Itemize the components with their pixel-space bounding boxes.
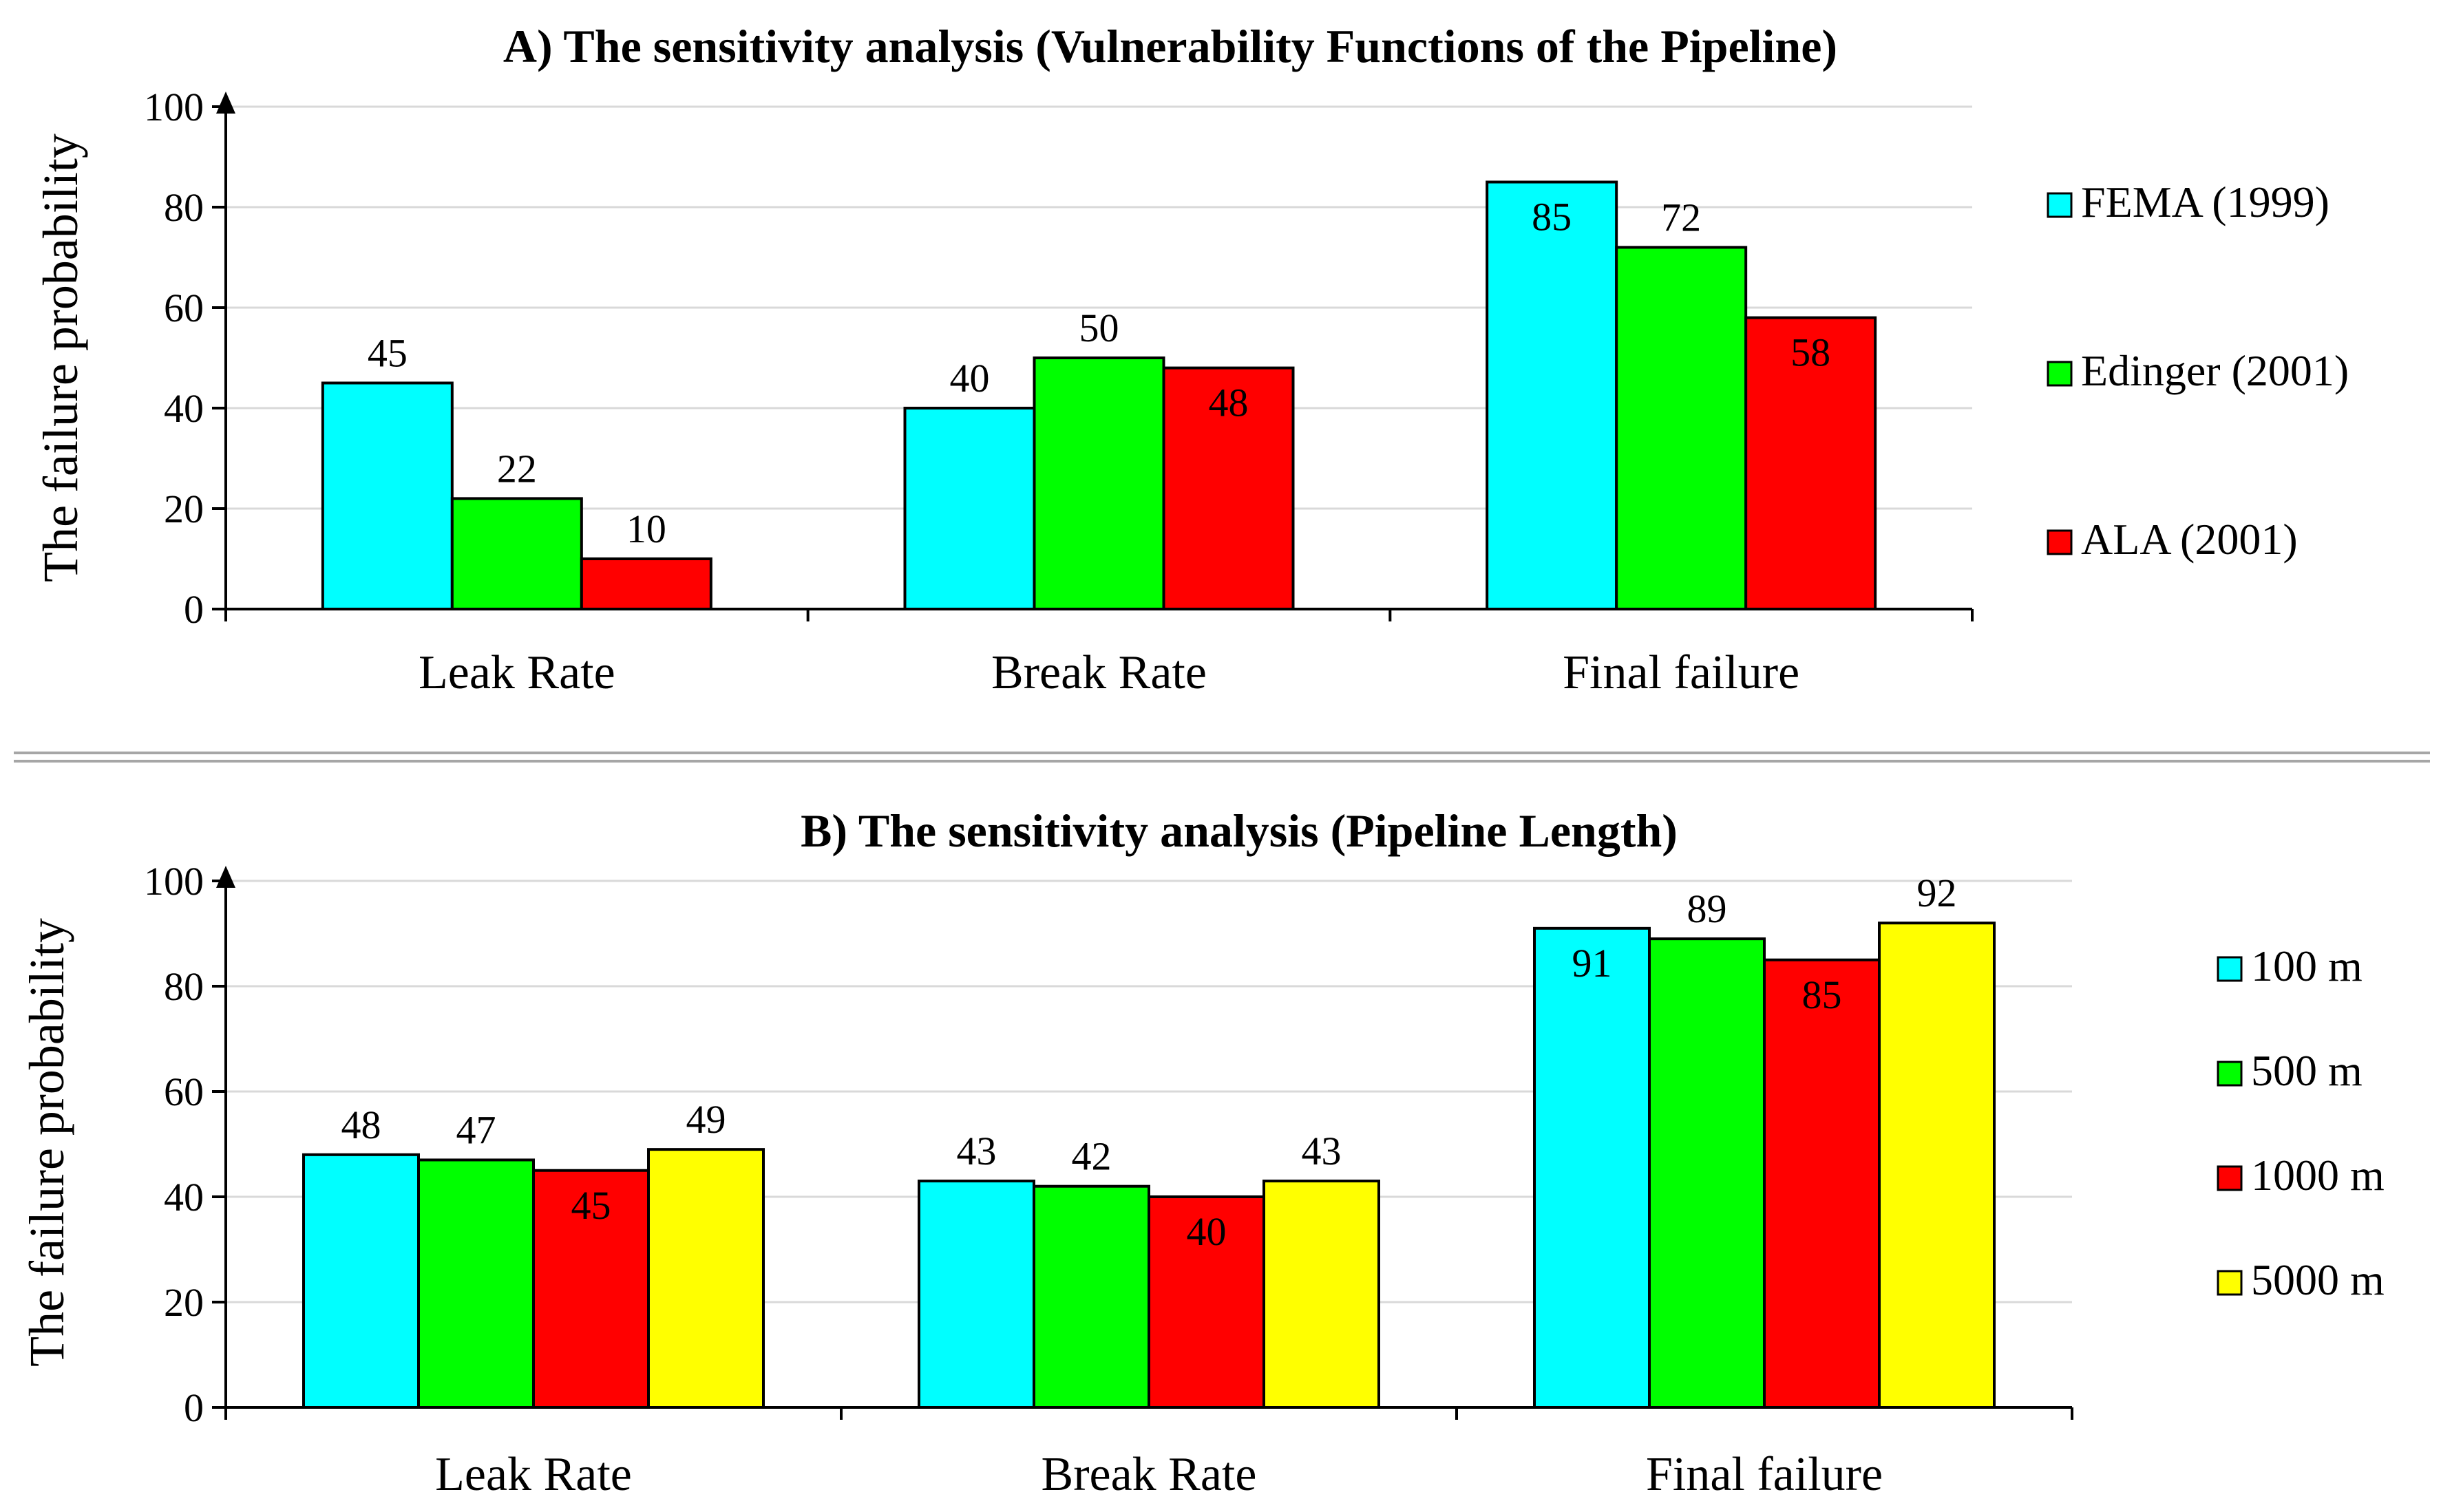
- x-tick-label: Break Rate: [1042, 1448, 1257, 1501]
- y-axis-label: The failure probability: [33, 134, 88, 582]
- legend-label: Edinger (2001): [2081, 346, 2349, 395]
- legend-swatch: [2047, 192, 2073, 218]
- data-label: 22: [497, 446, 537, 491]
- data-label: 58: [1790, 330, 1830, 375]
- chart-title: B) The sensitivity analysis (Pipeline Le…: [801, 805, 1678, 857]
- data-label: 47: [456, 1107, 496, 1152]
- data-label: 10: [626, 507, 666, 551]
- legend-label: 500 m: [2251, 1046, 2363, 1095]
- legend-label: FEMA (1999): [2081, 178, 2329, 226]
- y-tick-label: 40: [164, 1175, 204, 1220]
- bar: [1615, 246, 1748, 610]
- data-label: 45: [368, 331, 408, 376]
- legend-label: ALA (2001): [2081, 515, 2298, 564]
- legend-swatch: [2047, 529, 2073, 555]
- y-tick-label: 60: [164, 286, 204, 330]
- data-label: 40: [1187, 1209, 1227, 1254]
- legend-label: 1000 m: [2251, 1151, 2385, 1200]
- y-tick-label: 80: [164, 964, 204, 1009]
- bar: [1533, 926, 1651, 1409]
- x-tick-label: Final failure: [1563, 646, 1799, 699]
- data-label: 91: [1572, 941, 1612, 986]
- y-tick-label: 40: [164, 386, 204, 431]
- bar: [1486, 180, 1618, 610]
- chart-title: A) The sensitivity analysis (Vulnerabili…: [503, 20, 1837, 72]
- bar: [1162, 366, 1295, 610]
- legend-swatch: [2217, 1270, 2243, 1296]
- data-label: 72: [1661, 195, 1701, 239]
- data-label: 45: [571, 1183, 611, 1228]
- y-tick-label: 60: [164, 1069, 204, 1114]
- bar: [1744, 316, 1877, 610]
- data-label: 42: [1072, 1134, 1112, 1179]
- bar: [417, 1158, 535, 1409]
- bar: [450, 497, 583, 611]
- data-label: 89: [1687, 886, 1727, 931]
- legend-swatch: [2217, 956, 2243, 982]
- bar: [1033, 1184, 1150, 1409]
- bar: [903, 407, 1036, 610]
- data-label: 92: [1917, 871, 1957, 915]
- x-tick-label: Final failure: [1646, 1448, 1883, 1501]
- x-tick-label: Leak Rate: [435, 1448, 632, 1501]
- y-tick-label: 0: [184, 1385, 204, 1430]
- bar: [1648, 937, 1766, 1409]
- chart-b: B) The sensitivity analysis (Pipeline Le…: [19, 805, 2385, 1501]
- legend-swatch: [2217, 1061, 2243, 1087]
- data-label: 48: [341, 1103, 381, 1147]
- bar: [1262, 1180, 1380, 1409]
- y-tick-label: 80: [164, 185, 204, 230]
- bar: [532, 1169, 650, 1409]
- bar: [647, 1148, 765, 1409]
- x-tick-label: Leak Rate: [419, 646, 615, 699]
- legend-swatch: [2047, 361, 2073, 387]
- y-axis-label: The failure probability: [19, 918, 74, 1367]
- y-tick-label: 100: [144, 859, 204, 904]
- legend-label: 100 m: [2251, 941, 2363, 990]
- bar: [918, 1180, 1035, 1409]
- bar: [321, 381, 454, 610]
- data-label: 49: [686, 1097, 726, 1142]
- data-label: 43: [1302, 1129, 1342, 1173]
- y-tick-label: 0: [184, 587, 204, 632]
- bar: [302, 1153, 420, 1409]
- chart-a: A) The sensitivity analysis (Vulnerabili…: [33, 20, 2349, 699]
- legend-swatch: [2217, 1165, 2243, 1191]
- data-label: 40: [950, 356, 990, 401]
- legend-label: 5000 m: [2251, 1255, 2385, 1304]
- data-label: 50: [1079, 306, 1119, 350]
- y-tick-label: 20: [164, 487, 204, 531]
- bar: [1033, 356, 1165, 610]
- bar: [1763, 958, 1881, 1409]
- data-label: 85: [1532, 195, 1572, 239]
- bar: [1878, 922, 1996, 1409]
- data-label: 43: [957, 1129, 997, 1173]
- y-axis-arrow: [216, 92, 235, 114]
- data-label: 48: [1209, 381, 1249, 425]
- y-tick-label: 20: [164, 1280, 204, 1325]
- y-axis-arrow: [216, 866, 235, 888]
- x-tick-label: Break Rate: [991, 646, 1207, 699]
- data-label: 85: [1802, 972, 1842, 1017]
- bar: [580, 557, 712, 610]
- bar: [1148, 1195, 1265, 1409]
- y-tick-label: 100: [144, 85, 204, 129]
